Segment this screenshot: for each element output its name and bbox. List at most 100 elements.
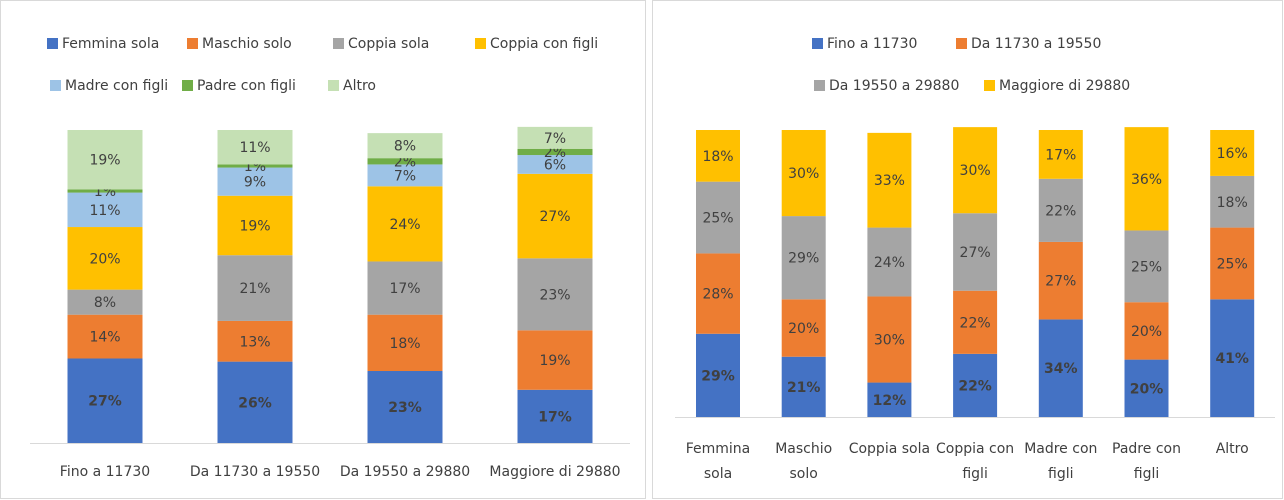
bar-segment (217, 320, 293, 362)
x-tick-label: Fino a 11730 (59, 464, 151, 480)
bar-segment (517, 155, 593, 174)
bar-segment (781, 216, 826, 300)
data-label: 18% (389, 336, 420, 352)
bar-segment (367, 186, 443, 262)
bar-segment (367, 164, 443, 187)
data-label: 33% (874, 173, 905, 189)
data-label: 19% (89, 153, 120, 169)
data-label: 41% (1215, 351, 1249, 367)
panel-border (0, 0, 646, 499)
bar-segment (696, 333, 740, 417)
legend-label: Coppia con figli (490, 36, 598, 52)
data-label: 29% (701, 368, 735, 384)
data-label: 6% (544, 157, 566, 173)
bar-segment (781, 130, 826, 217)
data-label: 27% (1045, 274, 1076, 290)
data-label: 27% (88, 394, 122, 410)
legend-swatch (984, 80, 995, 91)
legend-label: Maschio solo (202, 36, 292, 52)
bar-segment (1210, 175, 1255, 228)
data-label: 21% (787, 380, 821, 396)
bar-segment (67, 130, 143, 190)
data-label: 28% (702, 287, 733, 303)
legend-label: Maggiore di 29880 (999, 78, 1130, 94)
x-tick-label: Coppia con figli (936, 441, 1015, 482)
legend-swatch (475, 38, 486, 49)
data-label: 9% (244, 175, 266, 191)
bar-segment (217, 255, 293, 321)
data-label: 36% (1131, 172, 1162, 188)
data-label: 24% (874, 255, 905, 271)
legend-swatch (187, 38, 198, 49)
data-label: 20% (1131, 324, 1162, 340)
legend-label: Da 11730 a 19550 (971, 36, 1101, 52)
x-tick-label: Da 19550 a 29880 (339, 464, 471, 480)
data-label: 20% (89, 251, 120, 267)
bar-segment (517, 173, 593, 259)
x-tick-label: Madre con figli (1024, 441, 1098, 482)
data-label: 11% (89, 203, 120, 219)
bar-segment (517, 148, 593, 156)
data-label: 8% (94, 295, 116, 311)
bar-segment (217, 164, 293, 168)
legend-swatch (814, 80, 825, 91)
bar-segment (517, 389, 593, 443)
bar-segment (67, 358, 143, 443)
data-label: 7% (394, 168, 416, 184)
bar-segment (367, 371, 443, 443)
bar-segment (867, 382, 912, 417)
legend-label: Madre con figli (65, 78, 168, 94)
bar-segment (517, 126, 593, 149)
data-label: 22% (960, 315, 991, 331)
bar-segment (1038, 241, 1083, 320)
legend-swatch (328, 80, 339, 91)
legend-label: Coppia sola (348, 36, 429, 52)
data-label: 17% (1045, 147, 1076, 163)
data-label: 17% (389, 281, 420, 297)
bar-segment (67, 189, 143, 193)
data-label: 25% (702, 211, 733, 227)
bar-segment (367, 314, 443, 372)
bar-segment (696, 130, 740, 182)
legend-swatch (333, 38, 344, 49)
data-label: 16% (1217, 146, 1248, 162)
x-tick-label: Maggiore di 29880 (489, 464, 621, 480)
data-label: 30% (874, 333, 905, 349)
data-label: 13% (239, 334, 270, 350)
bar-segment (867, 296, 912, 383)
legend-swatch (50, 80, 61, 91)
data-label: 21% (239, 281, 270, 297)
bar-segment (867, 227, 912, 297)
bar-segment (67, 227, 143, 290)
bar-segment (1210, 130, 1255, 176)
bar-segment (1038, 319, 1083, 417)
bar-segment (781, 299, 826, 357)
data-label: 19% (539, 353, 570, 369)
data-label: 22% (958, 378, 992, 394)
bar-segment (953, 213, 998, 291)
data-label: 23% (388, 400, 422, 416)
data-label: 25% (1131, 259, 1162, 275)
legend-label: Fino a 11730 (827, 36, 917, 52)
bar-segment (217, 361, 293, 443)
data-label: 7% (544, 131, 566, 147)
data-label: 19% (239, 218, 270, 234)
x-tick-label: Maschio solo (775, 441, 833, 482)
bar-segment (696, 181, 740, 254)
data-label: 17% (538, 409, 572, 425)
bar-segment (1124, 230, 1169, 303)
legend-swatch (812, 38, 823, 49)
data-label: 12% (873, 393, 907, 409)
bar-segment (696, 253, 740, 334)
legend-label: Altro (343, 78, 376, 94)
bar-segment (1124, 359, 1169, 417)
bar-segment (217, 195, 293, 256)
legend-label: Padre con figli (197, 78, 296, 94)
data-label: 34% (1044, 361, 1078, 377)
data-label: 18% (1217, 195, 1248, 211)
data-label: 24% (389, 217, 420, 233)
data-label: 23% (539, 287, 570, 303)
bar-segment (217, 130, 293, 165)
